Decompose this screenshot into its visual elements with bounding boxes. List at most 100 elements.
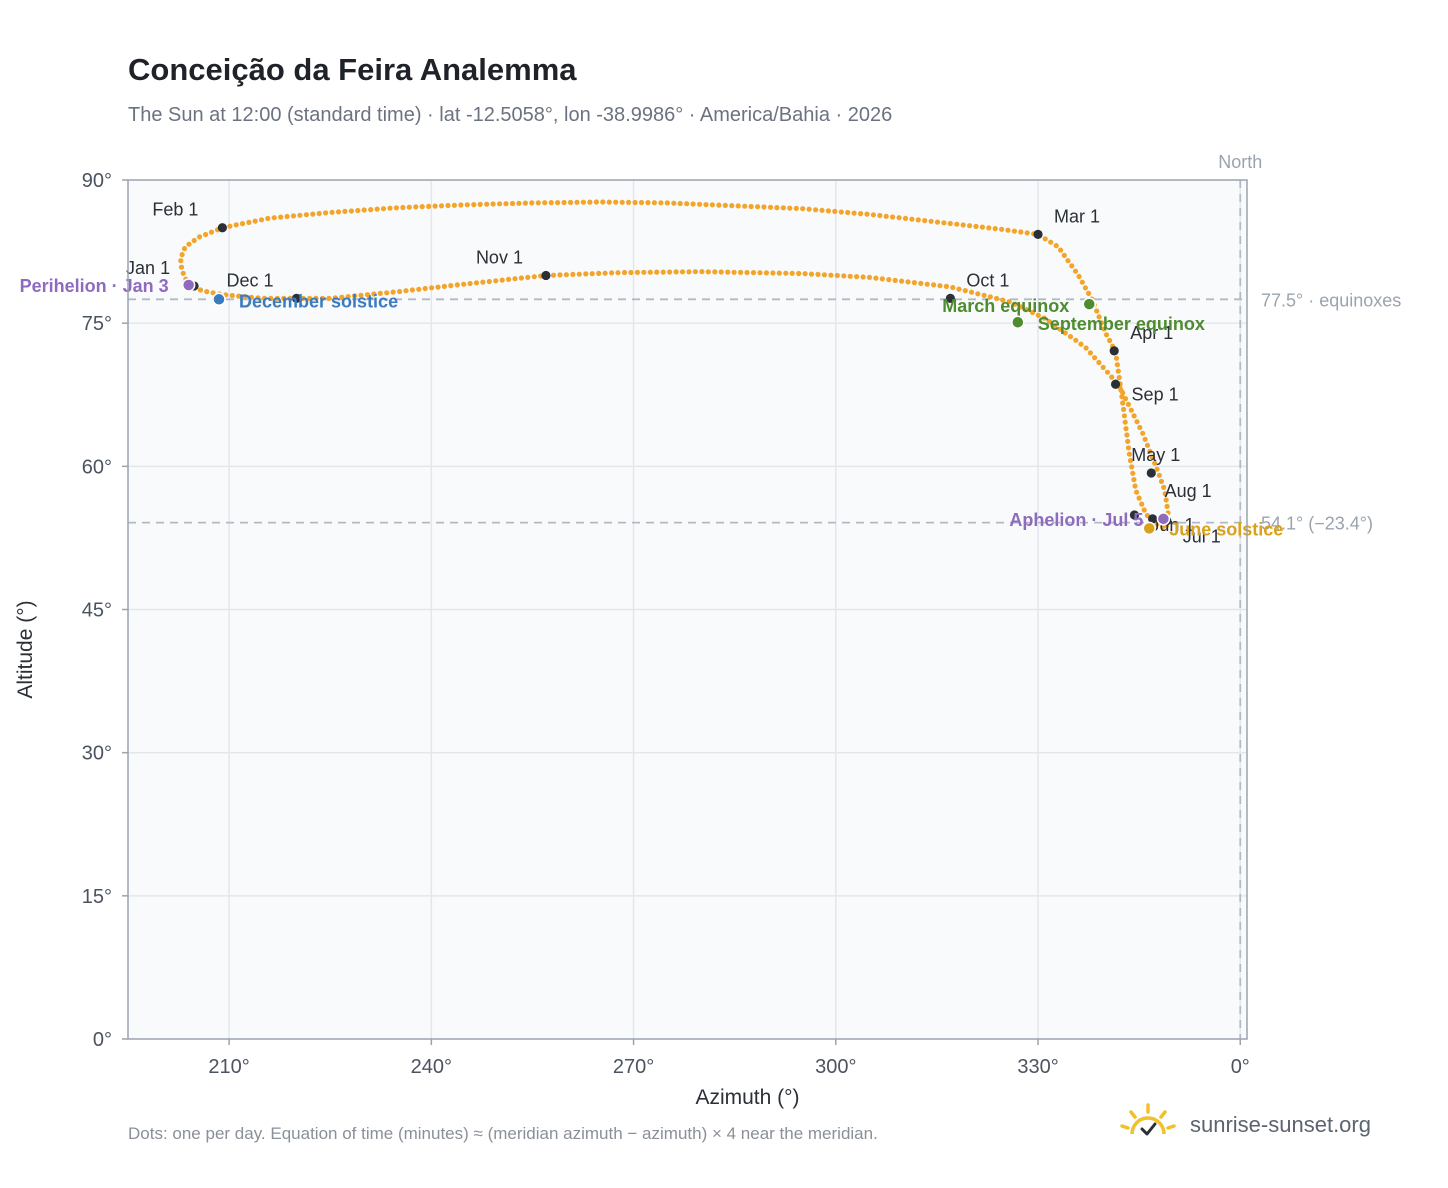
day-dot — [722, 202, 728, 208]
day-dot — [738, 269, 744, 275]
day-dot — [509, 200, 516, 207]
day-dot — [278, 214, 284, 220]
day-dot — [1113, 355, 1120, 361]
day-dot — [210, 290, 216, 296]
day-dot — [1139, 501, 1145, 507]
day-dot — [229, 292, 235, 299]
day-dot — [841, 273, 847, 279]
day-dot — [1122, 396, 1129, 402]
day-dot — [300, 295, 306, 301]
event-marker — [1156, 512, 1171, 526]
day-dot — [699, 269, 705, 275]
day-dot — [1125, 401, 1131, 407]
day-dot — [307, 295, 313, 301]
day-dot — [813, 207, 819, 213]
day-dot — [621, 269, 628, 276]
day-dot — [329, 209, 335, 215]
day-dot — [981, 292, 987, 298]
day-dot — [776, 270, 782, 276]
day-dot — [493, 278, 499, 284]
day-dot — [729, 203, 735, 209]
day-dot — [480, 279, 486, 285]
day-dot — [197, 234, 203, 240]
day-dot — [461, 281, 467, 287]
day-dot — [464, 202, 470, 208]
day-dot — [181, 246, 188, 252]
day-dot — [361, 207, 367, 213]
day-dot — [281, 295, 287, 301]
day-dot — [348, 208, 354, 214]
day-dot — [380, 206, 387, 212]
day-dot — [864, 211, 870, 217]
day-dot — [1134, 489, 1140, 495]
day-dot — [409, 287, 415, 293]
day-dot — [731, 269, 737, 275]
day-dot — [1042, 236, 1048, 242]
day-dot — [1124, 432, 1130, 438]
day-dot — [233, 222, 239, 228]
day-dot — [400, 204, 406, 211]
day-dot — [377, 290, 383, 296]
event-marker — [181, 278, 196, 292]
day-dot — [563, 272, 570, 278]
day-dot — [557, 272, 563, 278]
day-dot — [892, 277, 898, 283]
month-marker — [1146, 468, 1156, 478]
day-dot — [1126, 451, 1132, 457]
sun-logo-icon — [1120, 1103, 1176, 1136]
day-dot — [628, 269, 634, 276]
day-dot — [486, 278, 492, 285]
day-dot — [806, 206, 812, 212]
day-dot — [516, 200, 522, 206]
day-dot — [999, 226, 1005, 232]
day-dot — [742, 203, 748, 209]
day-dot — [535, 200, 541, 206]
day-dot — [323, 210, 329, 216]
day-dot — [1024, 230, 1030, 236]
day-dot — [692, 269, 699, 275]
brand[interactable]: sunrise-sunset.org — [1118, 1100, 1418, 1150]
month-marker — [1033, 229, 1043, 240]
day-dot — [960, 222, 966, 228]
day-dot — [748, 203, 754, 210]
month-marker — [1129, 510, 1140, 520]
day-dot — [767, 204, 774, 210]
day-dot — [890, 214, 896, 220]
day-dot — [1103, 332, 1110, 338]
event-label: December solstice — [239, 291, 398, 311]
day-dot — [793, 205, 799, 211]
day-dot — [246, 219, 252, 225]
day-dot — [1140, 430, 1146, 436]
day-dot — [1073, 337, 1079, 343]
day-dot — [697, 201, 703, 207]
day-dot — [522, 200, 529, 206]
footnote: Dots: one per day. Equation of time (min… — [128, 1124, 878, 1143]
analemma-curve — [178, 199, 1171, 530]
day-dot — [435, 284, 441, 290]
day-dot — [1076, 273, 1082, 280]
month-marker — [541, 270, 551, 281]
x-tick-label: 300° — [815, 1056, 856, 1078]
day-dot — [796, 270, 802, 277]
day-dot — [928, 218, 934, 224]
day-dot — [712, 269, 718, 275]
day-dot — [716, 202, 722, 208]
day-dot — [1078, 341, 1084, 347]
day-dot — [1129, 464, 1135, 470]
day-dot — [208, 229, 215, 235]
day-dot — [761, 204, 767, 210]
day-dot — [1107, 337, 1113, 344]
day-dot — [821, 272, 828, 278]
day-dot — [934, 219, 941, 225]
month-label: May 1 — [1131, 445, 1180, 465]
day-dot — [825, 208, 832, 214]
day-dot — [1104, 369, 1111, 375]
day-dot — [179, 252, 185, 258]
y-tick-label: 60° — [82, 456, 112, 478]
brand-name[interactable]: sunrise-sunset.org — [1190, 1112, 1371, 1137]
day-dot — [567, 199, 574, 205]
day-dot — [615, 270, 621, 276]
day-dot — [265, 215, 271, 222]
day-dot — [1123, 426, 1129, 432]
